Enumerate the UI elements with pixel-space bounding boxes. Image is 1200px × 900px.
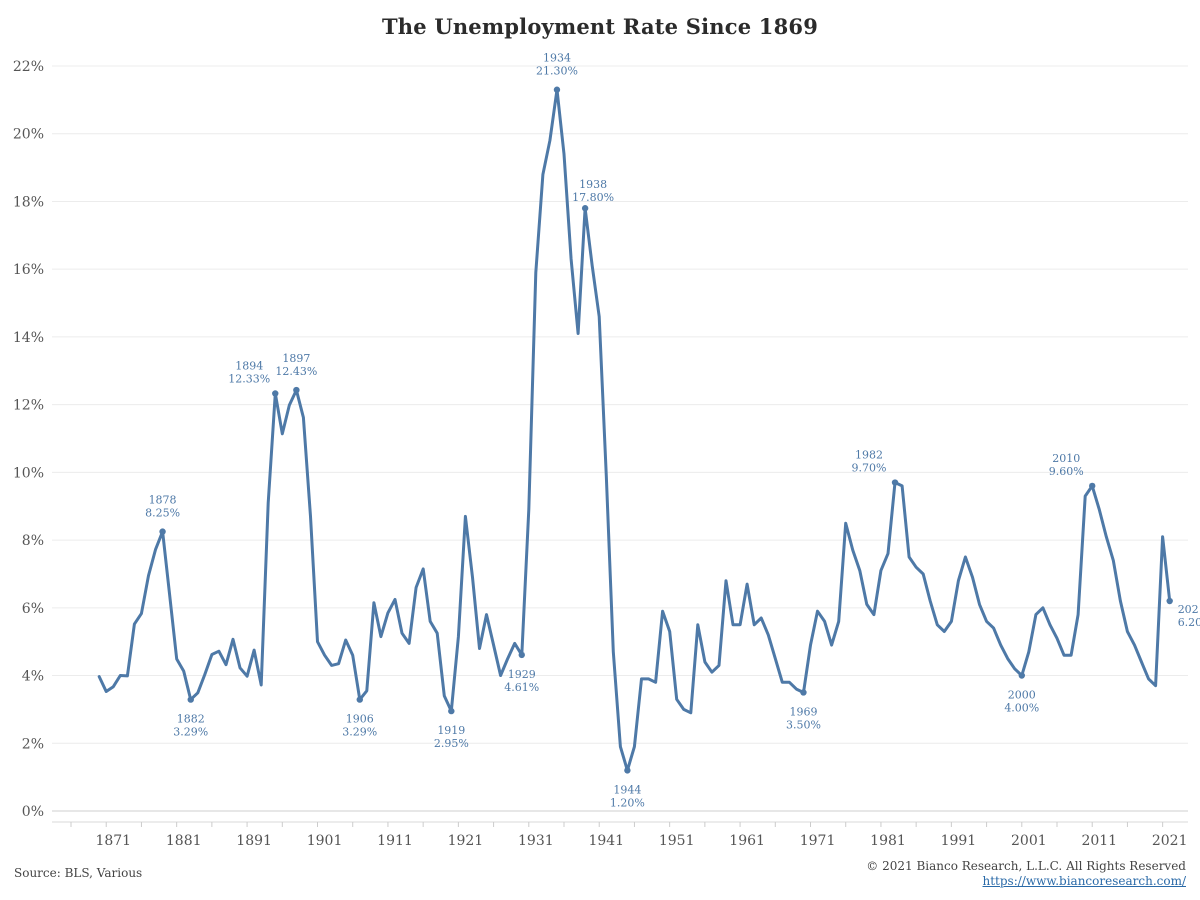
x-axis: 1871 1881 1891 1901 1911 1921 1931 1941 1951 1961… bbox=[52, 821, 1188, 849]
annotation-year: 1894 bbox=[235, 359, 263, 372]
x-tick-label: 1941 bbox=[588, 833, 624, 849]
x-tick-label: 1971 bbox=[800, 833, 836, 849]
x-tick-label: 1981 bbox=[870, 833, 906, 849]
y-tick-label: 14% bbox=[13, 330, 44, 346]
annotation-value: 8.25% bbox=[145, 507, 180, 520]
annotation-marker bbox=[800, 689, 807, 696]
annotation-marker bbox=[1018, 672, 1025, 679]
y-tick-label: 4% bbox=[22, 669, 44, 685]
y-tick-label: 12% bbox=[13, 398, 44, 414]
x-tick-label: 1901 bbox=[307, 833, 343, 849]
copyright-text: © 2021 Bianco Research, L.L.C. All Right… bbox=[866, 859, 1186, 873]
y-tick-label: 20% bbox=[13, 127, 44, 143]
chart-title: The Unemployment Rate Since 1869 bbox=[381, 14, 819, 39]
annotation-marker bbox=[293, 386, 300, 394]
website-link[interactable]: https://www.biancoresearch.com/ bbox=[982, 874, 1186, 888]
annotation-value: 21.30% bbox=[536, 65, 578, 78]
annotations: 18788.25%18823.29%189412.33%189712.43%19… bbox=[145, 52, 1200, 810]
x-tick-label: 1991 bbox=[941, 833, 977, 849]
x-tick-label: 2011 bbox=[1081, 833, 1117, 849]
x-tick-label: 1921 bbox=[448, 833, 484, 849]
annotation-value: 4.00% bbox=[1004, 702, 1039, 715]
x-tick-label: 1961 bbox=[729, 833, 765, 849]
y-tick-label: 22% bbox=[13, 59, 44, 75]
annotation-value: 17.80% bbox=[572, 191, 614, 204]
annotation-year: 1938 bbox=[579, 178, 607, 191]
y-tick-label: 0% bbox=[22, 804, 44, 820]
y-tick-label: 6% bbox=[22, 601, 44, 617]
y-tick-label: 16% bbox=[13, 262, 44, 278]
annotation-year: 1929 bbox=[508, 668, 536, 681]
annotation-value: 12.33% bbox=[228, 372, 270, 385]
annotation-year: 1982 bbox=[855, 449, 883, 462]
footer-credits: © 2021 Bianco Research, L.L.C. All Right… bbox=[866, 859, 1186, 889]
annotation-year: 1906 bbox=[346, 713, 374, 726]
y-tick-label: 8% bbox=[22, 533, 44, 549]
annotation-year: 1897 bbox=[282, 352, 310, 365]
annotation-year: 1969 bbox=[789, 705, 817, 718]
annotation-year: 2021 bbox=[1178, 603, 1200, 616]
x-tick-label: 1951 bbox=[659, 833, 695, 849]
annotation-marker bbox=[581, 205, 589, 212]
unemployment-line bbox=[97, 88, 1172, 772]
annotation-year: 1878 bbox=[149, 494, 177, 507]
annotation-marker bbox=[891, 479, 899, 486]
y-tick-label: 18% bbox=[13, 194, 44, 210]
annotation-marker bbox=[1089, 482, 1096, 490]
y-tick-label: 10% bbox=[13, 465, 44, 481]
annotation-value: 3.29% bbox=[173, 726, 208, 739]
annotation-marker bbox=[356, 696, 363, 703]
x-tick-label: 1891 bbox=[236, 833, 272, 849]
annotation-value: 3.29% bbox=[342, 726, 377, 739]
annotation-year: 1919 bbox=[437, 724, 465, 737]
x-tick-label: 1871 bbox=[95, 833, 131, 849]
x-tick-label: 1881 bbox=[166, 833, 202, 849]
annotation-year: 2000 bbox=[1008, 689, 1036, 702]
annotation-marker bbox=[272, 390, 279, 397]
x-tick-label: 2001 bbox=[1011, 833, 1047, 849]
annotation-marker bbox=[187, 696, 194, 703]
annotation-marker bbox=[624, 767, 631, 774]
annotation-value: 2.95% bbox=[434, 737, 469, 750]
annotation-year: 1934 bbox=[543, 52, 571, 65]
annotation-marker bbox=[518, 651, 525, 659]
x-tick-label: 2021 bbox=[1152, 833, 1188, 849]
source-note: Source: BLS, Various bbox=[14, 866, 143, 880]
annotation-marker bbox=[553, 86, 561, 93]
annotation-value: 3.50% bbox=[786, 718, 821, 731]
y-axis: 0% 2% 4% 6% 8% 10% 12% 14% 16% 18% 20% 22% bbox=[13, 59, 44, 820]
annotation-marker bbox=[1166, 597, 1173, 605]
y-tick-label: 2% bbox=[22, 736, 44, 752]
x-tick-label: 1911 bbox=[377, 833, 413, 849]
annotation-marker bbox=[159, 528, 166, 535]
annotation-value: 9.70% bbox=[852, 462, 887, 475]
annotation-value: 4.61% bbox=[504, 681, 539, 694]
annotation-year: 1944 bbox=[613, 783, 641, 796]
annotation-marker bbox=[448, 707, 455, 715]
annotation-value: 12.43% bbox=[275, 365, 317, 378]
annotation-year: 1882 bbox=[177, 713, 205, 726]
annotation-value: 1.20% bbox=[610, 796, 645, 809]
annotation-value: 9.60% bbox=[1049, 465, 1084, 478]
x-tick-label: 1931 bbox=[518, 833, 554, 849]
annotation-year: 2010 bbox=[1052, 452, 1080, 465]
annotation-value: 6.20% bbox=[1178, 616, 1200, 629]
series-line bbox=[97, 88, 1172, 772]
